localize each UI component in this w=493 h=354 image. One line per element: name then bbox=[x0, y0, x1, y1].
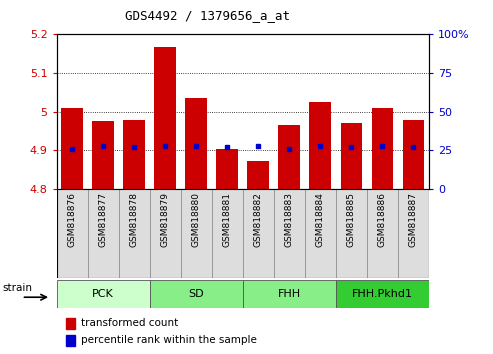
Bar bbox=[92, 121, 114, 189]
Text: GSM818883: GSM818883 bbox=[285, 192, 294, 247]
Bar bbox=[310, 102, 331, 189]
Bar bbox=[305, 189, 336, 278]
Text: FHH.Pkhd1: FHH.Pkhd1 bbox=[352, 289, 413, 299]
Bar bbox=[181, 189, 212, 278]
Text: GSM818884: GSM818884 bbox=[316, 192, 325, 247]
Bar bbox=[398, 189, 429, 278]
Text: SD: SD bbox=[188, 289, 204, 299]
Bar bbox=[67, 335, 75, 346]
Bar bbox=[57, 280, 150, 308]
Text: percentile rank within the sample: percentile rank within the sample bbox=[81, 336, 257, 346]
Text: GSM818885: GSM818885 bbox=[347, 192, 356, 247]
Bar bbox=[119, 189, 150, 278]
Bar bbox=[372, 108, 393, 189]
Text: GSM818877: GSM818877 bbox=[99, 192, 108, 247]
Bar bbox=[185, 98, 207, 189]
Bar bbox=[279, 125, 300, 189]
Bar bbox=[274, 189, 305, 278]
Bar bbox=[341, 123, 362, 189]
Text: GSM818887: GSM818887 bbox=[409, 192, 418, 247]
Text: GSM818881: GSM818881 bbox=[223, 192, 232, 247]
Bar bbox=[367, 189, 398, 278]
Bar bbox=[67, 318, 75, 329]
Bar bbox=[403, 120, 424, 189]
Text: GSM818880: GSM818880 bbox=[192, 192, 201, 247]
Text: GDS4492 / 1379656_a_at: GDS4492 / 1379656_a_at bbox=[125, 9, 289, 22]
Bar bbox=[61, 108, 83, 189]
Bar bbox=[336, 189, 367, 278]
Text: GSM818878: GSM818878 bbox=[130, 192, 139, 247]
Bar bbox=[150, 189, 181, 278]
Text: FHH: FHH bbox=[278, 289, 301, 299]
Bar bbox=[336, 280, 429, 308]
Bar bbox=[243, 280, 336, 308]
Text: GSM818876: GSM818876 bbox=[68, 192, 77, 247]
Text: strain: strain bbox=[3, 282, 33, 293]
Bar bbox=[123, 120, 145, 189]
Bar bbox=[212, 189, 243, 278]
Bar bbox=[88, 189, 119, 278]
Text: GSM818879: GSM818879 bbox=[161, 192, 170, 247]
Bar bbox=[150, 280, 243, 308]
Text: GSM818886: GSM818886 bbox=[378, 192, 387, 247]
Bar bbox=[154, 47, 176, 189]
Bar bbox=[247, 161, 269, 189]
Text: transformed count: transformed count bbox=[81, 318, 178, 328]
Text: GSM818882: GSM818882 bbox=[254, 192, 263, 247]
Bar bbox=[243, 189, 274, 278]
Bar bbox=[57, 189, 88, 278]
Bar bbox=[216, 149, 238, 189]
Text: PCK: PCK bbox=[92, 289, 114, 299]
